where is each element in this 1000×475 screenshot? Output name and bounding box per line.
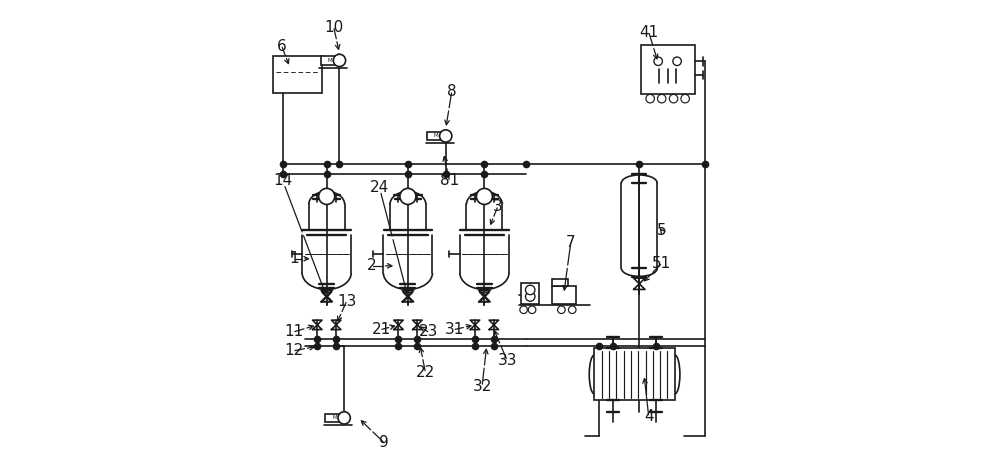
Text: 13: 13 — [337, 294, 356, 309]
Text: 24: 24 — [370, 180, 389, 195]
Text: 5: 5 — [657, 223, 666, 238]
Circle shape — [568, 306, 576, 314]
Bar — [321, 56, 339, 65]
Text: 9: 9 — [379, 436, 389, 450]
Bar — [594, 349, 675, 400]
Text: 51: 51 — [652, 256, 671, 271]
Circle shape — [528, 306, 536, 314]
Text: 23: 23 — [419, 324, 438, 340]
Bar — [552, 279, 568, 286]
Circle shape — [669, 95, 678, 103]
Text: M: M — [434, 133, 439, 139]
Bar — [552, 286, 576, 304]
Text: 22: 22 — [416, 365, 435, 380]
Circle shape — [526, 292, 535, 301]
Circle shape — [646, 95, 654, 103]
Circle shape — [520, 306, 527, 314]
Text: M: M — [332, 416, 337, 420]
Text: 14: 14 — [273, 173, 292, 188]
Text: 6: 6 — [277, 39, 287, 54]
Text: 3: 3 — [493, 200, 503, 214]
Text: 33: 33 — [497, 353, 517, 368]
Text: M: M — [328, 58, 332, 63]
Text: 21: 21 — [371, 322, 391, 337]
Circle shape — [526, 285, 535, 294]
Text: 81: 81 — [440, 173, 459, 188]
Circle shape — [333, 54, 346, 66]
Bar — [325, 414, 344, 422]
Circle shape — [476, 189, 492, 204]
Text: 1: 1 — [289, 251, 298, 266]
Circle shape — [400, 189, 416, 204]
Text: 2: 2 — [367, 258, 376, 273]
Bar — [273, 56, 322, 94]
Circle shape — [440, 130, 452, 142]
Text: 10: 10 — [324, 20, 343, 35]
Circle shape — [657, 95, 666, 103]
Bar — [521, 283, 539, 304]
Bar — [427, 132, 446, 140]
Text: 12: 12 — [284, 343, 303, 358]
Circle shape — [654, 57, 662, 66]
Text: 32: 32 — [472, 379, 492, 394]
Text: 31: 31 — [445, 322, 464, 337]
Circle shape — [681, 95, 689, 103]
Circle shape — [673, 57, 681, 66]
Text: 7: 7 — [566, 235, 576, 250]
Text: 41: 41 — [639, 25, 658, 39]
Circle shape — [558, 306, 565, 314]
Text: 8: 8 — [447, 84, 457, 99]
Text: 11: 11 — [284, 324, 303, 340]
Circle shape — [319, 189, 335, 204]
Text: 4: 4 — [644, 409, 654, 425]
Bar — [641, 45, 695, 95]
Circle shape — [338, 412, 350, 424]
